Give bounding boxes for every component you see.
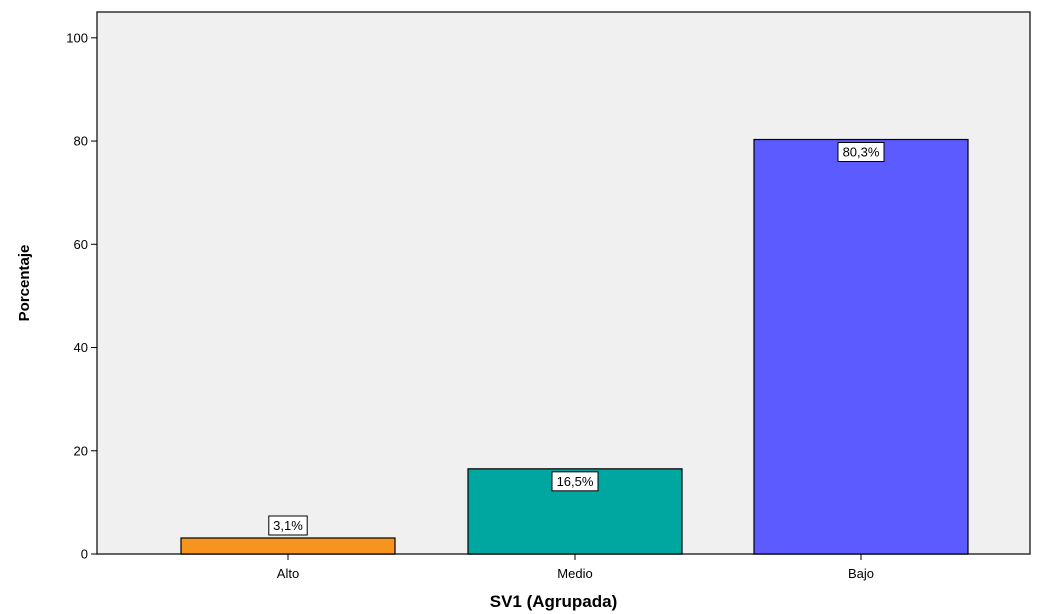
y-tick-label: 60 (74, 237, 88, 252)
data-label: 16,5% (557, 474, 594, 489)
y-axis-title: Porcentaje (16, 245, 33, 322)
x-axis: Alto Medio Bajo (277, 554, 874, 581)
data-label: 3,1% (273, 518, 303, 533)
bar-bajo (753, 138, 969, 555)
data-label-box (551, 471, 599, 492)
y-tick-label: 20 (74, 443, 88, 458)
x-tick-label: Medio (557, 566, 592, 581)
y-tick-label: 40 (74, 340, 88, 355)
y-tick-label: 100 (66, 30, 88, 45)
data-label-box (837, 141, 885, 162)
y-tick-label: 80 (74, 134, 88, 149)
x-axis-title: SV1 (Agrupada) (490, 592, 618, 611)
x-tick-label: Alto (277, 566, 299, 581)
data-label-box (268, 515, 308, 536)
y-tick-label: 0 (81, 547, 88, 562)
y-axis: 0 20 40 60 80 100 (66, 30, 97, 562)
x-tick-label: Bajo (848, 566, 874, 581)
data-labels: 3,1% 16,5% 80,3% (268, 141, 885, 536)
bar-alto (180, 537, 396, 555)
data-label: 80,3% (843, 144, 880, 159)
